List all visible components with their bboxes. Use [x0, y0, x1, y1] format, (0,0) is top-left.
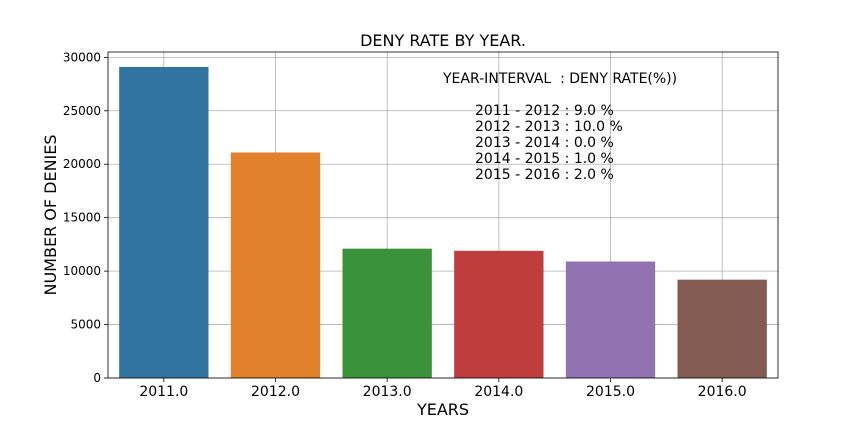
bar-2014.0 — [454, 250, 544, 378]
y-axis-title: NUMBER OF DENIES — [41, 134, 60, 295]
bar-2012.0 — [230, 152, 321, 378]
y-tick-label: 20000 — [63, 157, 101, 171]
annotation-line: 2012 - 2013 : 10.0 % — [475, 119, 623, 135]
bars — [119, 66, 767, 379]
x-axis-ticks: 2011.0 2012.0 2013.0 2014.0 2015.0 2016.0 — [139, 378, 747, 400]
x-tick-label: 2014.0 — [474, 384, 523, 400]
y-tick-label: 0 — [93, 371, 101, 385]
annotation-line: 2013 - 2014 : 0.0 % — [475, 135, 614, 151]
x-axis-title: YEARS — [416, 400, 469, 419]
y-tick-label: 15000 — [63, 211, 101, 225]
x-tick-label: 2012.0 — [251, 384, 300, 400]
x-tick-label: 2011.0 — [139, 384, 188, 400]
chart-title: DENY RATE BY YEAR. — [360, 31, 526, 50]
bar-2013.0 — [342, 248, 432, 378]
x-tick-label: 2015.0 — [586, 384, 635, 400]
bar-2011.0 — [119, 66, 209, 379]
y-axis-ticks: 0 5000 10000 15000 20000 25000 30000 — [63, 50, 108, 385]
annotation-line: 2011 - 2012 : 9.0 % — [475, 103, 614, 119]
annotation-line: 2015 - 2016 : 2.0 % — [475, 167, 614, 183]
bar-2015.0 — [565, 261, 656, 378]
y-tick-label: 5000 — [70, 318, 101, 332]
annotation-line: 2014 - 2015 : 1.0 % — [475, 151, 614, 167]
y-tick-label: 30000 — [63, 50, 101, 64]
y-tick-label: 25000 — [63, 104, 101, 118]
y-tick-label: 10000 — [63, 264, 101, 278]
x-tick-label: 2016.0 — [698, 384, 747, 400]
bar-2016.0 — [677, 279, 767, 378]
annotation-box: YEAR-INTERVAL : DENY RATE(%)) 2011 - 201… — [442, 71, 677, 183]
plot-area-frame — [107, 51, 779, 379]
annotation-header: YEAR-INTERVAL : DENY RATE(%)) — [442, 71, 677, 87]
x-tick-label: 2013.0 — [363, 384, 412, 400]
